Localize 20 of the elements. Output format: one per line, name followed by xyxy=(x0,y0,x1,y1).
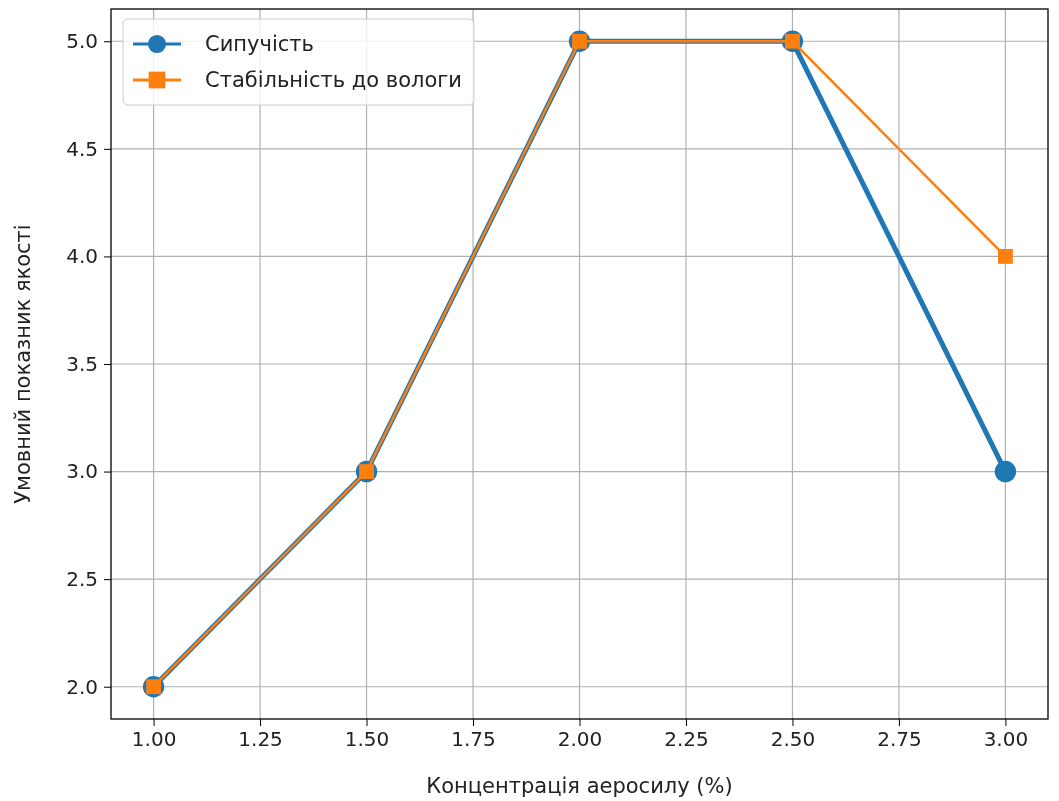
legend-label: Стабільність до вологи xyxy=(205,68,462,92)
y-tick-label: 4.0 xyxy=(66,244,98,269)
x-axis-title: Концентрація аеросилу (%) xyxy=(426,774,733,798)
x-tick-label: 2.50 xyxy=(770,727,816,752)
y-tick-label: 3.0 xyxy=(66,459,98,484)
x-tick-label: 2.25 xyxy=(664,727,709,752)
y-tick-label: 2.0 xyxy=(66,674,98,699)
x-tick-label: 2.00 xyxy=(557,727,603,752)
x-tick-label: 1.75 xyxy=(451,727,496,752)
legend-label: Сипучість xyxy=(205,32,314,56)
x-tick-label: 3.00 xyxy=(983,727,1029,752)
y-tick-label: 5.0 xyxy=(66,29,98,54)
x-tick-label: 1.50 xyxy=(344,727,390,752)
y-tick-label: 2.5 xyxy=(66,567,98,592)
x-tick-label: 1.25 xyxy=(238,727,283,752)
y-tick-label: 4.5 xyxy=(66,136,98,161)
x-tick-label: 1.00 xyxy=(131,727,177,752)
y-tick-label: 3.5 xyxy=(66,351,98,376)
x-tick-label: 2.75 xyxy=(877,727,922,752)
y-axis-title: Умовний показник якості xyxy=(11,224,35,504)
